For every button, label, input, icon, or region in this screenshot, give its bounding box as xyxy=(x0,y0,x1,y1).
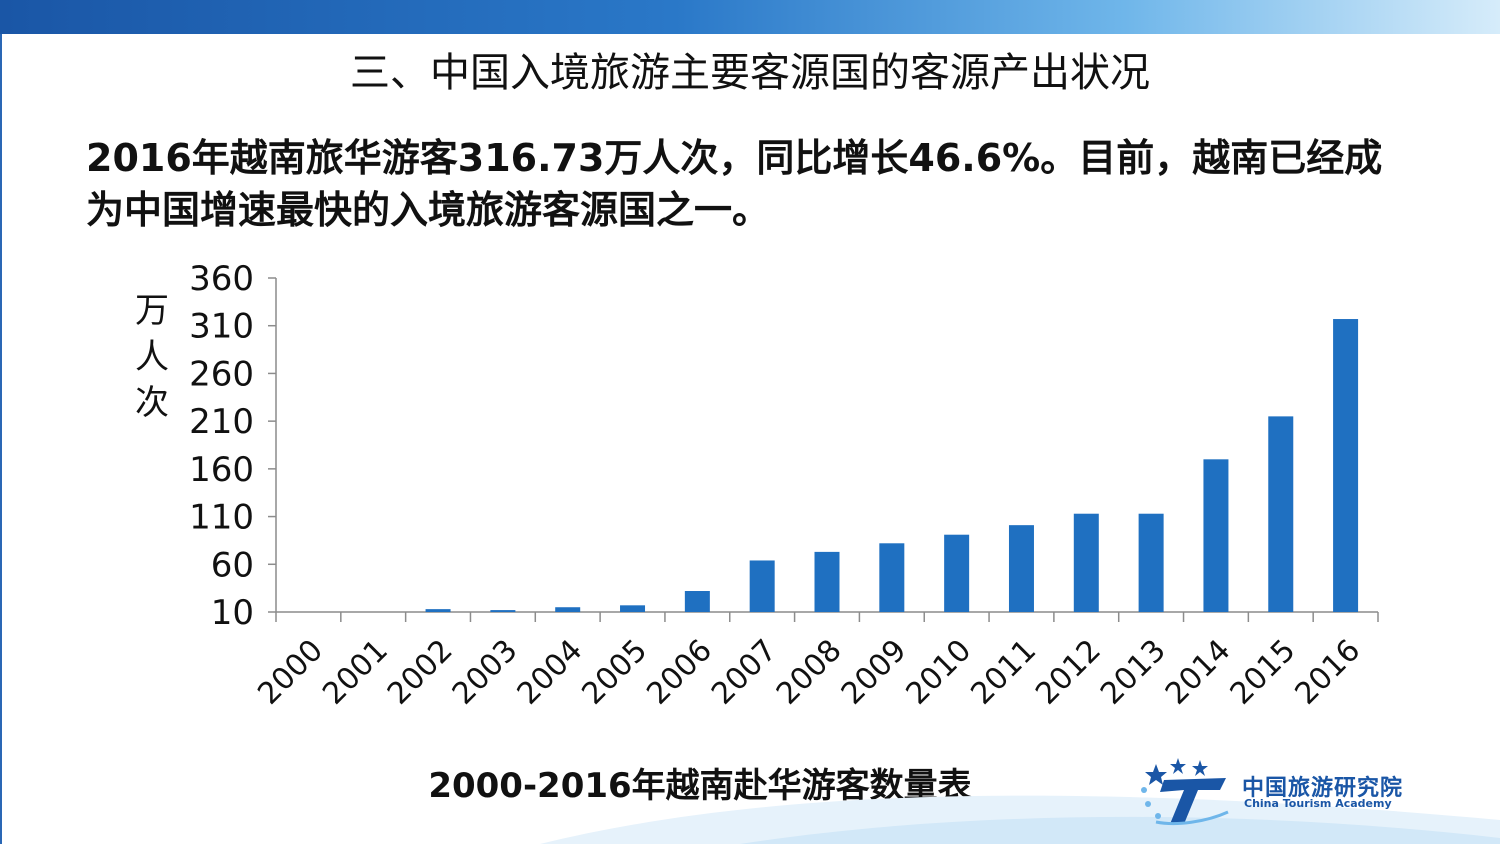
x-tick-label: 2013 xyxy=(1094,633,1173,712)
slide-title: 三、中国入境旅游主要客源国的客源产出状况 xyxy=(350,50,1150,96)
bar-2010 xyxy=(944,534,970,612)
lead-text: 2016年越南旅华游客316.73万人次，同比增长46.6%。目前，越南已经成为… xyxy=(86,132,1406,236)
x-tick-label: 2009 xyxy=(835,633,914,712)
bar-2013 xyxy=(1138,513,1164,612)
x-tick-label: 2002 xyxy=(381,633,460,712)
x-tick-label: 2001 xyxy=(316,633,395,712)
x-tick-label: 2006 xyxy=(640,633,719,712)
bar-2002 xyxy=(425,609,451,612)
y-axis-label: 万人次 xyxy=(135,291,169,423)
x-tick-label: 2012 xyxy=(1029,633,1108,712)
y-tick-label: 310 xyxy=(189,307,254,347)
bar-2009 xyxy=(879,543,905,612)
decorative-swoosh xyxy=(540,795,1500,844)
x-tick-label: 2010 xyxy=(900,633,979,712)
y-tick-label: 210 xyxy=(189,402,254,442)
x-tick-label: 2011 xyxy=(964,633,1043,712)
lead-part-2: 万人次，同比增长 xyxy=(604,136,909,180)
y-tick-label: 110 xyxy=(189,498,254,538)
lead-value-visitors: 316.73 xyxy=(457,136,605,180)
bar-2012 xyxy=(1073,513,1099,612)
x-tick-label: 2008 xyxy=(770,633,849,712)
top-banner xyxy=(0,0,1500,34)
bar-2016 xyxy=(1333,319,1359,612)
bar-2014 xyxy=(1203,459,1229,612)
y-tick-label: 260 xyxy=(189,354,254,394)
bar-2005 xyxy=(620,605,646,612)
x-tick-label: 2005 xyxy=(575,633,654,712)
logo-name-cn: 中国旅游研究院 xyxy=(1242,776,1404,801)
y-tick-label: 10 xyxy=(211,593,254,633)
bar-2003 xyxy=(490,610,516,612)
bar-2011 xyxy=(1008,525,1034,612)
y-tick-label: 60 xyxy=(211,545,254,585)
x-tick-label: 2007 xyxy=(705,633,784,712)
bar-2004 xyxy=(555,607,581,612)
lead-part-3: 。目前，越南已经成为中国增速最快的入境旅游客源国之一。 xyxy=(86,136,1383,232)
lead-part-1: 2016年越南旅华游客 xyxy=(86,136,458,180)
bar-2006 xyxy=(684,591,710,612)
x-tick-label: 2004 xyxy=(511,633,590,712)
x-tick-label: 2000 xyxy=(251,633,330,712)
y-tick-label: 360 xyxy=(189,259,254,299)
x-tick-label: 2016 xyxy=(1289,633,1368,712)
academy-logo-icon xyxy=(1141,758,1229,826)
bar-2015 xyxy=(1268,416,1294,612)
lead-value-growth: 46.6% xyxy=(908,136,1041,180)
x-tick-label: 2015 xyxy=(1224,633,1303,712)
logo-name-en: China Tourism Academy xyxy=(1244,797,1392,810)
left-border xyxy=(0,34,2,844)
x-tick-label: 2003 xyxy=(446,633,525,712)
y-tick-label: 160 xyxy=(189,450,254,490)
bar-2007 xyxy=(749,560,775,612)
x-tick-label: 2014 xyxy=(1159,633,1238,712)
bar-2008 xyxy=(814,551,840,612)
